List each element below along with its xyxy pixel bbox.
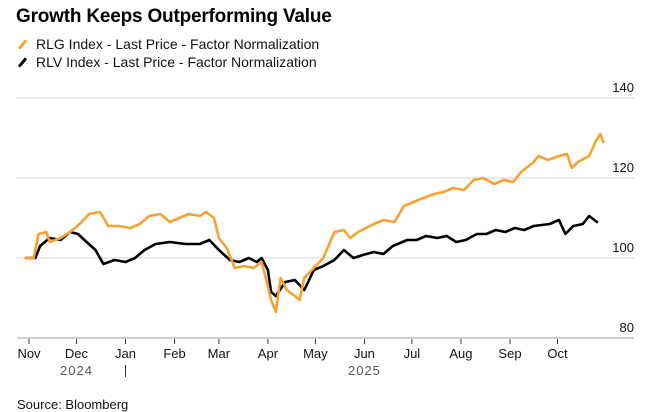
x-tick-label-nov: Nov bbox=[17, 346, 41, 361]
year-label-2024: 2024 bbox=[60, 363, 93, 378]
series-line-rlg bbox=[24, 132, 605, 314]
x-tick-label-apr: Apr bbox=[258, 346, 279, 361]
x-tick-label-jan: Jan bbox=[115, 346, 136, 361]
source-note: Source: Bloomberg bbox=[17, 397, 129, 412]
legend-label-rlv: RLV Index - Last Price - Factor Normaliz… bbox=[36, 54, 317, 70]
line-chart: 80 100 120 140 Nov Dec Jan Feb Mar Apr May Jun Jul A… bbox=[17, 80, 634, 378]
x-tick-label-mar: Mar bbox=[208, 346, 231, 361]
y-axis-labels: 80 100 120 140 bbox=[612, 80, 634, 335]
x-tick-label-dec: Dec bbox=[65, 346, 89, 361]
y-tick-label-100: 100 bbox=[612, 240, 634, 255]
x-tick-label-may: May bbox=[303, 346, 328, 361]
y-tick-label-140: 140 bbox=[612, 80, 634, 95]
x-tick-label-sep: Sep bbox=[498, 346, 521, 361]
x-tick-label-jul: Jul bbox=[404, 346, 421, 361]
gridlines bbox=[17, 97, 634, 339]
x-tick-label-aug: Aug bbox=[449, 346, 472, 361]
chart-title: Growth Keeps Outperforming Value bbox=[16, 6, 332, 27]
x-tick-label-jun: Jun bbox=[354, 346, 375, 361]
y-tick-label-80: 80 bbox=[620, 320, 634, 335]
legend-label-rlg: RLG Index - Last Price - Factor Normaliz… bbox=[36, 36, 320, 52]
series-lines bbox=[24, 132, 605, 314]
series-line-rlv bbox=[24, 214, 599, 298]
legend-item-rlg: RLG Index - Last Price - Factor Normaliz… bbox=[17, 36, 319, 52]
y-tick-label-120: 120 bbox=[612, 160, 634, 175]
legend-item-rlv: RLV Index - Last Price - Factor Normaliz… bbox=[17, 54, 317, 70]
x-axis: Nov Dec Jan Feb Mar Apr May Jun Jul Aug Sep Oct 2024… bbox=[17, 339, 568, 378]
year-label-2025: 2025 bbox=[348, 363, 381, 378]
x-tick-label-oct: Oct bbox=[547, 346, 568, 361]
x-tick-label-feb: Feb bbox=[163, 346, 185, 361]
